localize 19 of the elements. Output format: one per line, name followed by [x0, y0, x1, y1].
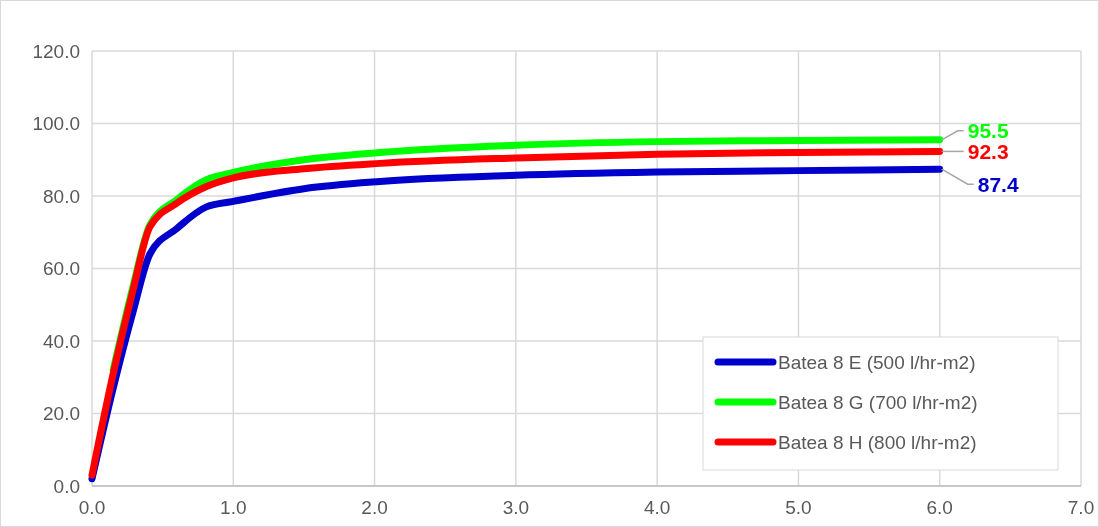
data-label: 87.4 [977, 172, 1019, 196]
x-tick-label: 6.0 [926, 497, 953, 518]
x-tick-label: 0.0 [78, 497, 106, 518]
y-tick-label: 100.0 [32, 113, 80, 135]
legend-label: Batea 8 H (800 l/hr-m2) [778, 431, 977, 453]
y-tick-label: 20.0 [43, 403, 80, 425]
y-tick-label: 80.0 [43, 185, 80, 207]
x-tick-label: 7.0 [1067, 497, 1095, 518]
y-tick-label: 120.0 [32, 40, 80, 62]
x-tick-label: 4.0 [643, 497, 671, 518]
y-tick-label: 0.0 [53, 475, 80, 497]
legend-label: Batea 8 E (500 l/hr-m2) [778, 351, 976, 373]
y-tick-label: 40.0 [43, 330, 80, 352]
legend-label: Batea 8 G (700 l/hr-m2) [778, 391, 978, 413]
x-tick-label: 1.0 [220, 497, 247, 518]
x-tick-label: 3.0 [502, 497, 530, 518]
x-tick-label: 5.0 [785, 497, 812, 518]
x-tick-label: 2.0 [361, 497, 388, 518]
y-tick-label: 60.0 [43, 258, 80, 280]
